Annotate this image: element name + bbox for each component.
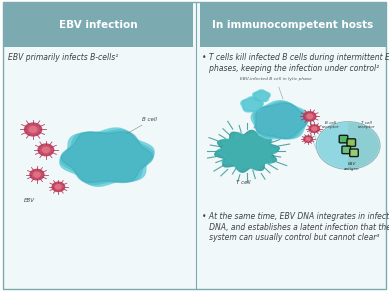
- Wedge shape: [317, 122, 348, 169]
- Text: • At the same time, EBV DNA integrates in infected B-cells’
   DNA, and establis: • At the same time, EBV DNA integrates i…: [202, 212, 389, 242]
- Circle shape: [56, 185, 61, 189]
- Circle shape: [307, 114, 312, 118]
- Polygon shape: [241, 97, 263, 112]
- Text: B cell
receptor: B cell receptor: [322, 121, 340, 129]
- Polygon shape: [242, 98, 263, 111]
- Circle shape: [312, 127, 317, 130]
- Polygon shape: [60, 130, 154, 184]
- Circle shape: [25, 123, 42, 136]
- FancyBboxPatch shape: [3, 2, 386, 289]
- Circle shape: [303, 112, 316, 121]
- FancyBboxPatch shape: [339, 135, 348, 143]
- Polygon shape: [60, 128, 154, 186]
- Circle shape: [38, 144, 54, 156]
- Circle shape: [29, 127, 37, 132]
- FancyBboxPatch shape: [200, 2, 386, 47]
- Text: EBV: EBV: [24, 198, 35, 203]
- Circle shape: [52, 182, 65, 191]
- Text: • T cells kill infected B cells during intermittent EBV lytic
   phases, keeping: • T cells kill infected B cells during i…: [202, 53, 389, 73]
- Text: T cell: T cell: [236, 180, 251, 185]
- Circle shape: [30, 169, 44, 180]
- Polygon shape: [216, 132, 278, 171]
- Circle shape: [42, 147, 49, 152]
- Polygon shape: [61, 132, 153, 182]
- Text: EBV primarily infects B-cells¹: EBV primarily infects B-cells¹: [8, 53, 118, 62]
- Text: EBV
antigen: EBV antigen: [344, 162, 360, 171]
- Wedge shape: [348, 122, 379, 169]
- FancyBboxPatch shape: [347, 139, 356, 146]
- Text: T cell
receptor: T cell receptor: [358, 121, 375, 129]
- Circle shape: [306, 138, 310, 141]
- Polygon shape: [217, 133, 277, 170]
- Polygon shape: [254, 91, 269, 101]
- Text: In immunocompetent hosts: In immunocompetent hosts: [212, 20, 373, 30]
- Text: B cell: B cell: [142, 117, 157, 122]
- Polygon shape: [256, 103, 307, 139]
- FancyBboxPatch shape: [3, 2, 193, 47]
- Text: EBV infection: EBV infection: [59, 20, 138, 30]
- Circle shape: [316, 122, 380, 169]
- Circle shape: [304, 136, 312, 142]
- FancyBboxPatch shape: [342, 146, 350, 154]
- Text: EBV-infected B cell in lytic phase: EBV-infected B cell in lytic phase: [240, 77, 312, 99]
- Circle shape: [34, 172, 40, 177]
- Polygon shape: [253, 102, 308, 139]
- FancyBboxPatch shape: [350, 149, 358, 157]
- Circle shape: [309, 125, 319, 132]
- Polygon shape: [251, 101, 309, 139]
- Polygon shape: [215, 130, 279, 172]
- Polygon shape: [252, 90, 270, 102]
